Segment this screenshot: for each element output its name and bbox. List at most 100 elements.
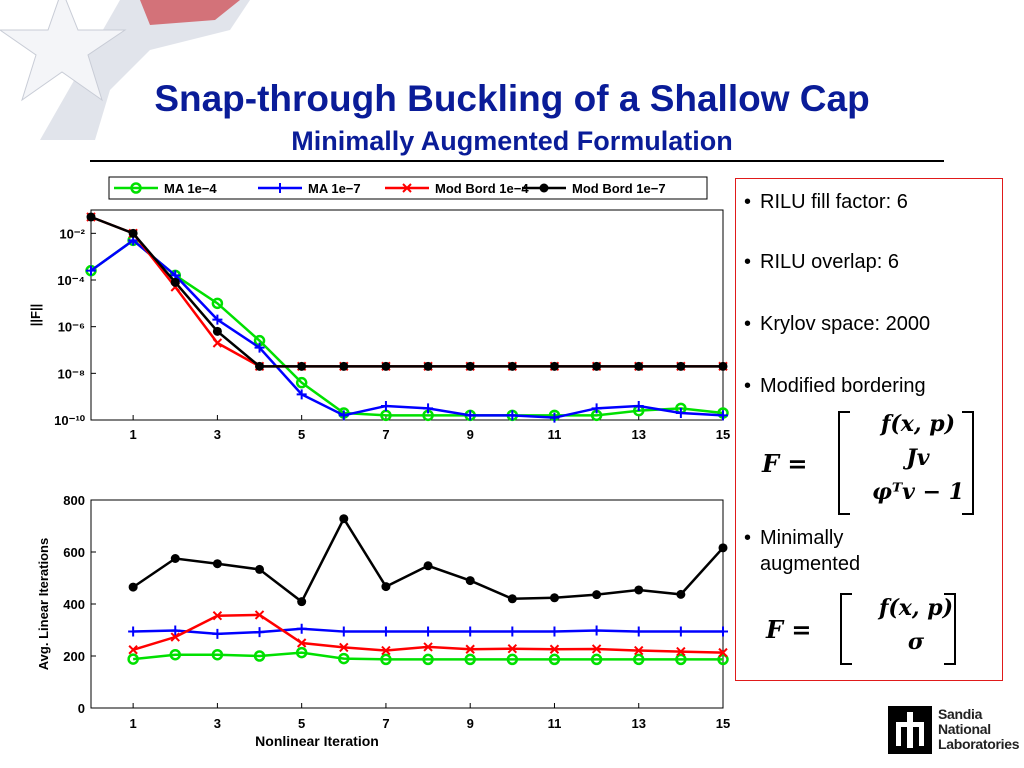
y-axis-label: Avg. Linear Iterations	[36, 538, 51, 670]
legend-label: Mod Bord 1e−7	[572, 181, 666, 196]
data-point	[549, 361, 559, 371]
data-point	[381, 361, 391, 371]
series-line	[90, 238, 724, 417]
x-tick-label: 9	[467, 427, 474, 442]
data-point	[339, 361, 349, 371]
data-point	[127, 653, 139, 665]
data-point	[507, 594, 517, 604]
data-point	[548, 653, 561, 666]
data-point	[507, 626, 518, 637]
legend-label: Mod Bord 1e−4	[435, 181, 529, 196]
data-point	[676, 646, 686, 657]
data-point	[170, 554, 180, 563]
y-tick-label: 800	[63, 493, 85, 508]
data-point	[212, 338, 223, 348]
data-point	[539, 183, 549, 193]
x-tick-label: 1	[130, 716, 137, 731]
data-point	[170, 632, 180, 642]
x-tick-label: 5	[298, 716, 305, 731]
data-point	[275, 183, 285, 193]
data-point	[255, 361, 265, 371]
data-point	[549, 626, 560, 637]
data-point	[295, 376, 308, 389]
x-tick-label: 7	[382, 716, 389, 731]
data-point	[675, 626, 686, 637]
data-point	[254, 342, 265, 353]
data-point	[338, 652, 350, 665]
data-point	[254, 627, 265, 638]
data-point	[128, 626, 139, 637]
data-point	[128, 645, 138, 655]
x-tick-label: 15	[716, 716, 730, 731]
data-point	[465, 576, 475, 586]
data-point	[591, 403, 602, 414]
x-tick-label: 13	[631, 716, 645, 731]
data-point	[170, 625, 181, 636]
data-point	[634, 645, 644, 656]
bullet-item: • Modified bordering	[744, 375, 926, 397]
data-point	[339, 514, 349, 524]
data-point	[380, 626, 391, 637]
data-point	[338, 626, 349, 637]
data-point	[297, 597, 307, 607]
data-point	[717, 653, 729, 666]
y-tick-label: 200	[63, 649, 85, 664]
y-tick-label: 600	[63, 545, 85, 560]
data-point	[130, 182, 142, 194]
data-point	[549, 593, 559, 603]
bullet-item: • RILU fill factor: 6	[744, 191, 908, 213]
x-tick-label: 15	[716, 427, 730, 442]
data-point	[591, 644, 602, 654]
data-point	[591, 625, 602, 636]
x-tick-label: 13	[631, 427, 645, 442]
sandia-logo-text: Sandia National Laboratories	[938, 706, 1020, 752]
y-tick-label: 10⁻⁴	[57, 273, 85, 288]
bullet-item: • Minimally augmented	[744, 527, 861, 575]
data-point	[423, 361, 433, 371]
data-point	[86, 212, 96, 222]
data-point	[338, 410, 349, 421]
data-point	[381, 645, 391, 656]
data-point	[718, 626, 728, 637]
data-point	[590, 653, 603, 666]
star-decoration-icon	[0, 0, 250, 140]
legend-label: MA 1e−4	[164, 181, 217, 196]
data-point	[212, 326, 222, 336]
x-axis-label: Nonlinear Iteration	[255, 733, 379, 749]
y-tick-label: 0	[78, 701, 85, 716]
y-tick-label: 400	[63, 597, 85, 612]
data-point	[633, 626, 644, 637]
data-point	[128, 228, 138, 238]
y-tick-label: 10⁻¹⁰	[54, 413, 86, 428]
data-point	[465, 626, 476, 637]
data-point	[465, 361, 475, 371]
title-underline	[90, 160, 944, 162]
data-point	[380, 401, 391, 411]
bullet-panel: • RILU fill factor: 6 • RILU overlap: 6 • K…	[735, 178, 1003, 681]
series-line	[90, 238, 724, 419]
data-point	[422, 653, 434, 666]
data-point	[676, 589, 686, 599]
series-line	[90, 215, 723, 368]
bullet-item: • Krylov space: 2000	[744, 313, 931, 335]
data-point	[633, 401, 644, 411]
data-point	[212, 314, 223, 325]
plot-frame-top	[90, 209, 724, 421]
data-point	[718, 361, 728, 371]
data-point	[86, 265, 96, 276]
legend-label: MA 1e−7	[308, 181, 361, 196]
bullet-item: • RILU overlap: 6	[744, 251, 899, 273]
data-point	[212, 610, 223, 621]
data-point	[592, 361, 602, 371]
data-point	[211, 297, 224, 310]
data-point	[592, 590, 602, 600]
x-tick-label: 5	[298, 427, 305, 442]
data-point	[507, 361, 517, 371]
slide-subtitle: Minimally Augmented Formulation	[291, 126, 733, 156]
x-tick-label: 11	[548, 716, 562, 731]
data-point	[295, 646, 308, 659]
data-point	[423, 626, 434, 637]
x-tick-label: 11	[548, 427, 562, 442]
y-axis-label: ||F||	[28, 304, 43, 327]
sandia-logo-icon	[888, 706, 932, 754]
